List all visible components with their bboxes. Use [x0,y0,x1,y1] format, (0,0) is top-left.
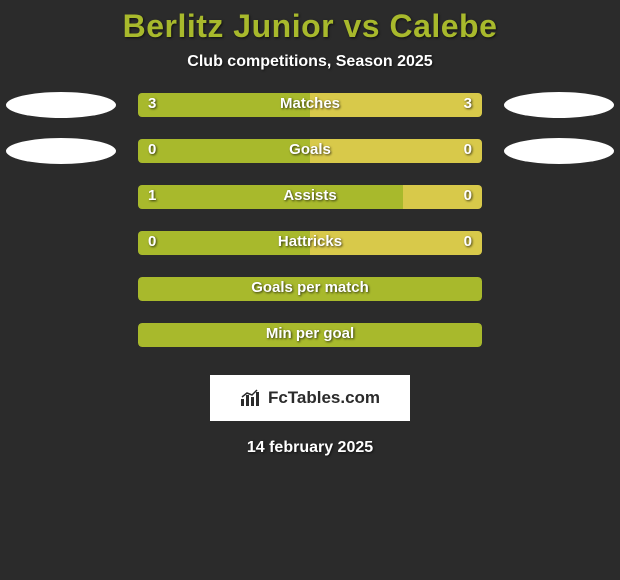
stat-row: 33Matches [0,93,620,139]
stat-row: 00Goals [0,139,620,185]
vs-word: vs [343,8,380,44]
page-title: Berlitz Junior vs Calebe [0,8,620,45]
stat-bar-left [138,93,310,117]
stat-rows: 33Matches 00Goals 10Assists 00Hattricks Goal… [0,93,620,369]
bars-icon [240,389,262,407]
player-right-oval [504,138,614,164]
stat-bar-right [310,139,482,163]
player-right-oval [504,92,614,118]
logo-text: FcTables.com [268,388,380,408]
player-left-oval [6,138,116,164]
stat-bar-track: 33Matches [138,93,482,117]
footer-date: 14 february 2025 [0,439,620,457]
stat-row: 00Hattricks [0,231,620,277]
stat-row: 10Assists [0,185,620,231]
stat-bar-full [138,323,482,347]
stat-bar-right [310,93,482,117]
player-right-name: Calebe [389,8,497,44]
stat-bar-track: 10Assists [138,185,482,209]
stat-bar-track: 00Goals [138,139,482,163]
player-left-oval [6,92,116,118]
stat-bar-right [403,185,482,209]
stat-bar-track: Goals per match [138,277,482,301]
stat-bar-track: 00Hattricks [138,231,482,255]
logo-box: FcTables.com [210,375,410,421]
stat-bar-left [138,139,310,163]
stat-row: Min per goal [0,323,620,369]
stat-bar-right [310,231,482,255]
subtitle: Club competitions, Season 2025 [0,53,620,71]
stat-row: Goals per match [0,277,620,323]
stat-bar-track: Min per goal [138,323,482,347]
stat-bar-full [138,277,482,301]
stat-bar-left [138,231,310,255]
player-left-name: Berlitz Junior [123,8,334,44]
comparison-card: Berlitz Junior vs Calebe Club competitio… [0,0,620,457]
stat-bar-left [138,185,403,209]
